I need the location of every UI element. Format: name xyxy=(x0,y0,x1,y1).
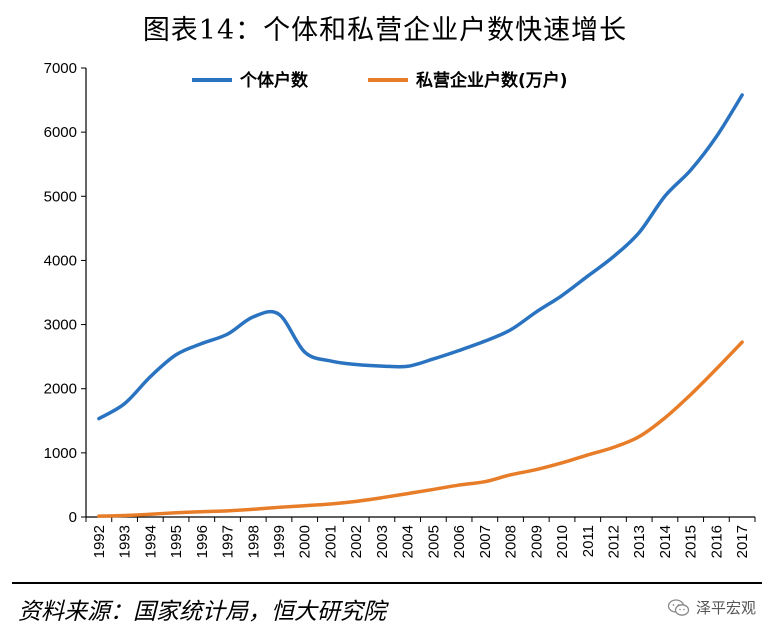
legend: 个体户数 私营企业户数(万户) xyxy=(192,70,568,91)
series-line-individual xyxy=(97,93,744,421)
x-tick-label: 2003 xyxy=(374,525,391,558)
x-tick-label: 2014 xyxy=(657,525,674,558)
x-tick-label: 1997 xyxy=(220,525,237,558)
y-tick-label: 1000 xyxy=(44,445,77,462)
x-tick-label: 2017 xyxy=(734,525,751,558)
y-tick-label: 0 xyxy=(69,509,77,526)
y-tick-label: 6000 xyxy=(44,124,77,141)
x-tick-label: 2004 xyxy=(400,525,417,558)
y-axis-ticks: 0 1000 2000 3000 4000 5000 6000 7000 xyxy=(44,60,86,526)
legend-label-individual: 个体户数 xyxy=(239,70,309,91)
x-tick-label: 2010 xyxy=(554,525,571,558)
x-axis-ticks: 1992 1993 1994 1995 1996 1997 1998 1999 2000 2001… xyxy=(85,517,756,558)
x-tick-label: 2002 xyxy=(348,525,365,558)
x-tick-label: 2009 xyxy=(528,525,545,558)
legend-label-private: 私营企业户数(万户) xyxy=(416,70,568,91)
x-tick-label: 2012 xyxy=(605,525,622,558)
x-tick-label: 2001 xyxy=(322,525,339,558)
x-tick-label: 1998 xyxy=(245,525,262,558)
y-tick-label: 4000 xyxy=(44,252,77,269)
x-tick-label: 2015 xyxy=(683,525,700,558)
x-tick-label: 1992 xyxy=(91,525,108,558)
x-tick-label: 2011 xyxy=(580,525,597,557)
x-tick-label: 1994 xyxy=(142,525,159,558)
wechat-icon xyxy=(667,598,690,616)
chart-title: 图表14：个体和私营企业户数快速增长 xyxy=(142,15,628,46)
x-tick-label: 2007 xyxy=(477,525,494,558)
x-tick-label: 2016 xyxy=(708,525,725,558)
series-line-private xyxy=(97,340,744,518)
x-tick-label: 2008 xyxy=(503,525,520,558)
watermark-label: 泽平宏观 xyxy=(695,599,756,617)
y-tick-label: 2000 xyxy=(44,381,77,398)
x-tick-label: 1993 xyxy=(117,525,134,558)
y-tick-label: 7000 xyxy=(44,60,77,77)
x-tick-label: 2013 xyxy=(631,525,648,558)
y-tick-label: 5000 xyxy=(44,188,77,205)
footer-divider xyxy=(12,582,762,584)
axes xyxy=(85,68,755,518)
x-tick-label: 2005 xyxy=(425,525,442,558)
y-tick-label: 3000 xyxy=(44,317,77,334)
x-tick-label: 2000 xyxy=(297,525,314,558)
x-tick-label: 1999 xyxy=(271,525,288,558)
x-tick-label: 2006 xyxy=(451,525,468,558)
source-note: 资料来源：国家统计局，恒大研究院 xyxy=(18,599,386,625)
x-tick-label: 1995 xyxy=(168,525,185,558)
x-tick-label: 1996 xyxy=(194,525,211,558)
watermark: 泽平宏观 xyxy=(667,597,756,618)
series-lines xyxy=(97,93,744,518)
